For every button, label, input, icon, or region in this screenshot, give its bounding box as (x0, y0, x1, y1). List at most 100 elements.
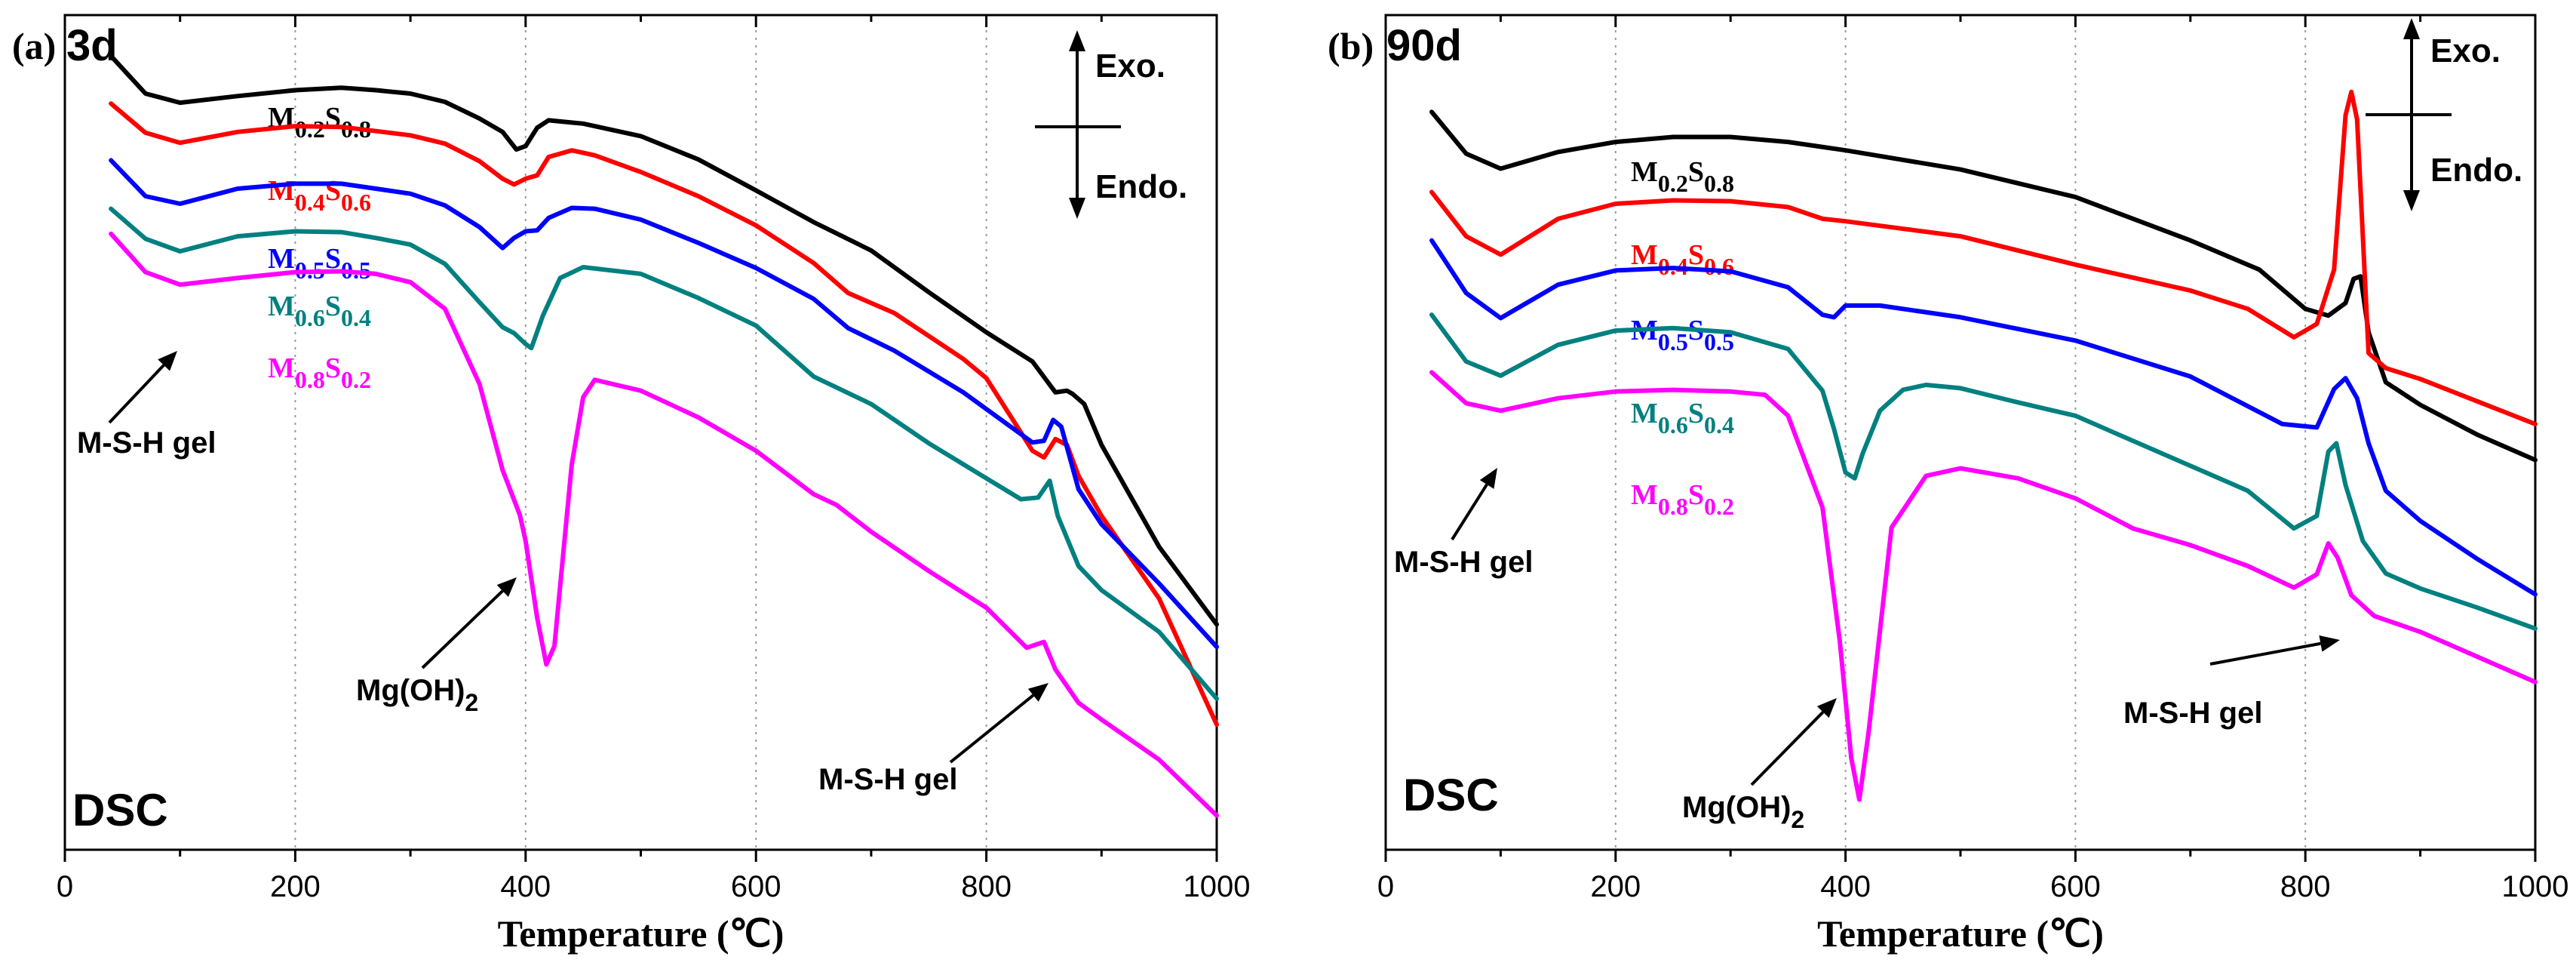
x-tick-label: 200 (270, 870, 321, 903)
annotation-label: M-S-H gel (1394, 546, 1533, 579)
annotation-arrowhead (2319, 635, 2340, 652)
annotation-text: Mg(OH) (356, 674, 465, 707)
series-label-part: S (325, 352, 341, 384)
series-label-part: 0.2 (1704, 493, 1734, 520)
annotation-label: Mg(OH)2 (1682, 791, 1804, 833)
x-tick-label: 600 (2050, 870, 2101, 903)
annotation-label: M-S-H gel (77, 426, 216, 460)
annotation-text: M-S-H gel (1394, 546, 1533, 579)
series-label-part: S (1688, 239, 1704, 271)
series-line-M0.5S0.5 (109, 158, 1219, 650)
panel-title: 3d (66, 21, 118, 70)
dsc-label: DSC (1403, 770, 1499, 820)
series-label-part: S (1688, 398, 1704, 429)
panel-label: (a) (12, 25, 56, 67)
panel-b-90d: 0 200 400 600 800 1000 Temperature (℃) (b) 90d DS… (1328, 14, 2569, 955)
annotation-arrowhead (1816, 698, 1837, 718)
series-label-part: 0.5 (1658, 328, 1688, 355)
exo-arrowhead (1069, 30, 1085, 51)
series-label-part: 0.8 (295, 366, 325, 393)
series-label-part: M (1631, 398, 1658, 429)
series-label-part: M (268, 291, 295, 322)
series-label-part: 0.8 (1704, 170, 1734, 197)
annotation-label: M-S-H gel (2123, 697, 2262, 730)
series-label-part: S (325, 175, 341, 207)
annotation-label: Mg(OH)2 (356, 674, 478, 716)
annotation-label: M-S-H gel (818, 763, 957, 796)
series-label-part: M (268, 243, 295, 275)
series-line-M0.5S0.5 (1429, 238, 2538, 597)
series-label-part: 0.2 (341, 366, 371, 393)
x-tick-label: 1000 (1184, 870, 1251, 903)
x-tick-label: 400 (500, 870, 551, 903)
series-line-M0.8S0.2 (109, 231, 1219, 818)
annotation-text: M-S-H gel (77, 426, 216, 460)
dsc-label: DSC (72, 785, 168, 835)
x-tick-label: 0 (57, 870, 73, 903)
x-tick-label: 600 (731, 870, 781, 903)
series-label-part: 0.6 (341, 189, 371, 216)
annotation-arrowhead (496, 577, 517, 597)
endo-arrowhead (2403, 190, 2420, 211)
panel-title: 90d (1386, 21, 1462, 70)
series-label-part: S (325, 243, 341, 275)
series-label-M0.6S0.4: M0.6S0.4 (1631, 398, 1734, 438)
x-axis-label: Temperature (℃) (1817, 912, 2104, 955)
x-tick-label: 200 (1590, 870, 1641, 903)
series-label-part: M (268, 352, 295, 384)
series-label-M0.4S0.6: M0.4S0.6 (268, 175, 371, 216)
annotation-arrow (949, 694, 1035, 764)
x-tick-label: 1000 (2502, 870, 2569, 903)
annotation-text: M-S-H gel (818, 763, 957, 796)
annotation-subscript: 2 (465, 689, 478, 716)
annotation-arrow (1451, 483, 1488, 541)
series-label-M0.5S0.5: M0.5S0.5 (268, 243, 371, 284)
series-label-part: 0.4 (295, 189, 325, 216)
exo-label: Exo. (2430, 32, 2501, 69)
annotation-arrow (2209, 641, 2321, 666)
annotation-arrow (421, 589, 504, 669)
series-label-part: 0.6 (295, 304, 325, 331)
panel-a-3d: 0 200 400 600 800 1000 Temperature (℃) (a) 3d DSC… (12, 14, 1251, 955)
series-label-part: M (1631, 479, 1658, 511)
plot-frame (1384, 14, 2537, 851)
series-line-M0.8S0.2 (1429, 370, 2538, 802)
annotation-arrowhead (1479, 468, 1497, 489)
annotation-arrow (108, 364, 165, 424)
plot-frame (63, 14, 1218, 851)
series-label-part: 0.4 (341, 304, 371, 331)
series-label-part: M (1631, 239, 1658, 271)
series-line-M0.4S0.6 (1429, 89, 2538, 426)
series-label-part: S (325, 291, 341, 322)
series-label-part: 0.2 (1658, 170, 1688, 197)
endo-arrowhead (1069, 198, 1085, 219)
panel-label: (b) (1328, 25, 1374, 67)
annotation-arrow (1750, 711, 1825, 786)
series-label-part: M (1631, 156, 1658, 188)
x-tick-label: 800 (961, 870, 1012, 903)
exo-arrowhead (2403, 18, 2420, 39)
series-label-part: 0.6 (1658, 411, 1688, 438)
series-label-M0.2S0.8: M0.2S0.8 (1631, 156, 1734, 197)
x-tick-label: 0 (1377, 870, 1394, 903)
series-label-M0.8S0.2: M0.8S0.2 (1631, 479, 1734, 520)
series-line-M0.6S0.4 (109, 206, 1219, 701)
endo-label: Endo. (2430, 152, 2522, 189)
annotation-text: M-S-H gel (2123, 697, 2262, 730)
series-label-part: 0.4 (1704, 411, 1734, 438)
series-line-M0.6S0.4 (1429, 312, 2538, 631)
series-label-M0.4S0.6: M0.4S0.6 (1631, 239, 1734, 280)
series-line-M0.4S0.6 (109, 101, 1219, 727)
series-label-part: S (1688, 156, 1704, 188)
annotation-text: Mg(OH) (1682, 791, 1791, 824)
series-label-M0.5S0.5: M0.5S0.5 (1631, 315, 1734, 355)
series-label-M0.2S0.8: M0.2S0.8 (268, 102, 371, 143)
series-line-M0.2S0.8 (109, 54, 1219, 627)
series-label-part: 0.8 (1658, 493, 1688, 520)
series-label-M0.8S0.2: M0.8S0.2 (268, 352, 371, 393)
series-label-part: 0.6 (1704, 253, 1734, 280)
x-tick-label: 800 (2280, 870, 2331, 903)
series-line-M0.2S0.8 (1429, 109, 2538, 463)
series-label-M0.6S0.4: M0.6S0.4 (268, 291, 371, 331)
